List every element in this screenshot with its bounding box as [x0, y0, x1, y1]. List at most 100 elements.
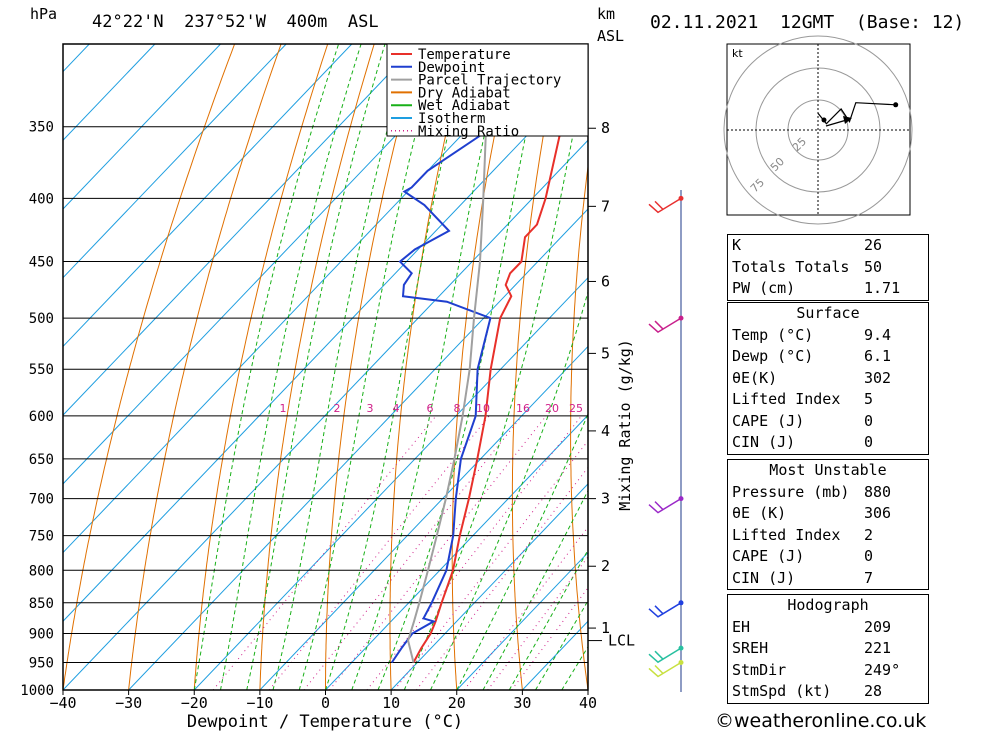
dry-adiabat-line: [63, 44, 236, 690]
storm-motion-arrowhead: [843, 116, 852, 124]
legend-label: Isotherm: [418, 111, 485, 127]
datetime-label: 02.11.2021 12GMT (Base: 12): [650, 12, 965, 33]
hodo-label: EH: [732, 617, 751, 636]
surface-label: Temp (°C): [732, 325, 814, 344]
x-tick-label: −30: [115, 694, 142, 712]
mixing-ratio-line: [366, 415, 582, 690]
wind-barb: [648, 661, 682, 678]
surface-value: 5: [864, 390, 874, 408]
isotherm-line: [63, 44, 484, 485]
mixing-ratio-line: [303, 415, 523, 690]
surface-value: 302: [864, 368, 892, 387]
x-tick-label: 10: [382, 694, 400, 712]
mu-label: θE (K): [732, 504, 787, 522]
pressure-tick-label: 750: [29, 529, 54, 545]
wet-adiabat-line: [220, 44, 362, 690]
hodo-value: 28: [864, 682, 883, 700]
location-title: 42°22'N 237°52'W 400m ASL: [92, 12, 379, 32]
dry-adiabat-line: [511, 44, 561, 690]
legend-label: Dewpoint: [418, 60, 485, 76]
wet-adiabat-line: [430, 290, 588, 690]
lcl-label: LCL: [608, 632, 635, 650]
hodo-value: 249°: [864, 660, 901, 679]
mixing-ratio-line: [212, 415, 437, 690]
dry-adiabat-line: [932, 44, 1000, 690]
hodo-label: StmSpd (kt): [732, 682, 832, 700]
x-tick-label: 20: [448, 694, 466, 712]
pressure-tick-label: 350: [29, 120, 54, 136]
wet-adiabat-line: [377, 44, 546, 690]
pressure-tick-label: 850: [29, 596, 54, 612]
pressure-tick-label: 500: [29, 311, 54, 327]
x-tick-label: −20: [181, 694, 208, 712]
wet-adiabat-line: [456, 412, 588, 690]
hodo-value: 209: [864, 617, 892, 636]
mu-label: CAPE (J): [732, 547, 805, 565]
surface-value: 0: [864, 433, 874, 451]
isotherm-line: [63, 44, 287, 279]
isotherm-line: [456, 551, 588, 690]
hpa-label: hPa: [30, 5, 58, 23]
index-value: 50: [864, 257, 883, 276]
mixing-ratio-label: 8: [454, 402, 461, 415]
mu-label: Pressure (mb): [732, 482, 850, 501]
wind-barb-flag: [654, 650, 664, 660]
dry-adiabat-line: [128, 44, 282, 690]
hodo-value: 221: [864, 639, 892, 657]
isotherm-line: [390, 483, 588, 690]
km-tick-label: 6: [601, 272, 610, 290]
wet-adiabat-line: [403, 57, 588, 690]
mixing-ratio-label: 25: [569, 402, 583, 415]
hodo-label: SREH: [732, 639, 769, 657]
hodograph-end-dot: [893, 102, 899, 108]
index-row: PW (cm) 1.71: [728, 278, 928, 300]
km-tick-label: 4: [601, 422, 610, 440]
x-tick-label: 30: [513, 694, 531, 712]
storm-motion-dot: [821, 117, 827, 123]
footer-credit[interactable]: ©weatheronline.co.uk: [715, 710, 927, 732]
isotherm-line: [63, 70, 588, 623]
isotherm-line: [63, 44, 221, 210]
wind-barb-flag: [654, 320, 664, 330]
mixing-ratio-line: [394, 440, 588, 690]
pressure-tick-label: 950: [29, 655, 54, 671]
pressure-tick-label: 1000: [20, 683, 54, 699]
surface-title: Surface: [796, 304, 860, 322]
index-label: PW (cm): [732, 279, 796, 297]
legend-label: Parcel Trajectory: [418, 73, 561, 89]
mixing-ratio-label: 4: [393, 402, 400, 415]
most-unstable-title: Most Unstable: [769, 461, 887, 479]
mu-value: 880: [864, 482, 892, 501]
hodograph-title: Hodograph: [787, 596, 869, 614]
mixing-ratio-label: 6: [427, 402, 434, 415]
hodo-label: StmDir: [732, 660, 787, 679]
mu-value: 2: [864, 525, 874, 544]
dry-adiabat-line: [682, 44, 720, 690]
hodograph-table: Hodograph EH 209 SREH 221 StmDir 249° StmSp…: [727, 594, 929, 704]
wet-adiabat-line: [272, 44, 412, 690]
surface-value: 6.1: [864, 347, 892, 365]
x-tick-label: −10: [246, 694, 273, 712]
mu-label: CIN (J): [732, 568, 796, 587]
index-row: K 26: [728, 235, 928, 257]
legend-box: [386, 43, 589, 137]
isotherm-line: [63, 44, 353, 348]
isotherm-line: [63, 44, 156, 141]
surface-label: θE(K): [732, 368, 778, 387]
series-line-dewpoint: [390, 44, 498, 664]
x-tick-label: −40: [49, 694, 76, 712]
surface-label: Lifted Index: [732, 390, 841, 408]
wet-adiabat-line: [246, 44, 386, 690]
isotherm-line: [193, 276, 588, 690]
pressure-tick-label: 400: [29, 191, 54, 207]
index-value: 1.71: [864, 279, 901, 297]
mu-value: 0: [864, 547, 874, 565]
isotherm-line: [128, 208, 588, 690]
legend-label: Dry Adiabat: [418, 85, 511, 101]
mixing-ratio-label: 1: [280, 402, 287, 415]
surface-label: CIN (J): [732, 433, 796, 451]
wet-adiabat-line: [535, 599, 588, 690]
surface-table: Surface Temp (°C) 9.4 Dewp (°C) 6.1 θE(K) 3…: [727, 302, 929, 455]
wind-barb-flag: [654, 605, 664, 615]
